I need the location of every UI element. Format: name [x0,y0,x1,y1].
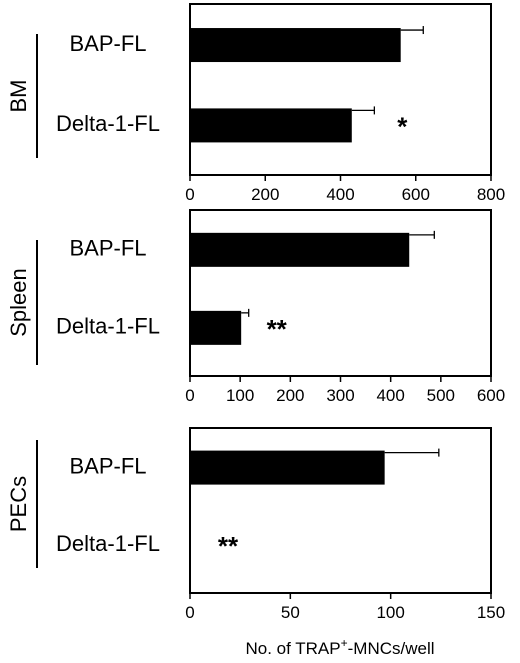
x-tick-label: 800 [477,185,505,204]
x-tick-label: 0 [185,603,194,622]
x-tick-label: 100 [226,386,254,405]
group-label: Spleen [6,268,31,337]
panel-bm: BM BAP-FL Delta-1-FL * 0 200 400 600 800 [6,3,505,204]
bar [190,310,242,345]
x-tick-label: 150 [477,603,505,622]
x-tick-label: 300 [326,386,354,405]
category-label: BAP-FL [69,31,146,56]
category-label: Delta-1-FL [56,111,160,136]
panel-spleen: Spleen BAP-FL Delta-1-FL ** 0 100 200 300 400 500… [6,209,505,405]
x-tick-label: 100 [376,603,404,622]
group-label: PECs [6,476,31,532]
bar [190,108,352,143]
bar [190,28,401,63]
category-label: Delta-1-FL [56,314,160,339]
x-tick-label: 200 [251,185,279,204]
x-tick-label: 400 [376,386,404,405]
panel-pecs: PECs BAP-FL Delta-1-FL ** 0 50 100 150 [6,427,505,622]
x-tick-label: 600 [402,185,430,204]
x-tick-label: 200 [276,386,304,405]
bar [190,450,385,485]
significance-marker: * [397,111,408,141]
group-label: BM [6,80,31,113]
category-label: Delta-1-FL [56,531,160,556]
category-label: BAP-FL [69,453,146,478]
significance-marker: ** [267,314,288,344]
x-tick-label: 400 [326,185,354,204]
significance-marker: ** [218,531,239,561]
x-tick-label: 600 [477,386,505,405]
x-axis-label: No. of TRAP+-MNCs/well [245,636,434,658]
x-tick-label: 500 [427,386,455,405]
plot-frame [189,427,492,594]
x-tick-label: 0 [185,386,194,405]
panels: BM BAP-FL Delta-1-FL * 0 200 400 600 800 Spleen BA… [6,3,505,622]
category-label: BAP-FL [69,236,146,261]
x-tick-label: 50 [281,603,300,622]
bar [190,232,410,267]
x-tick-label: 0 [185,185,194,204]
